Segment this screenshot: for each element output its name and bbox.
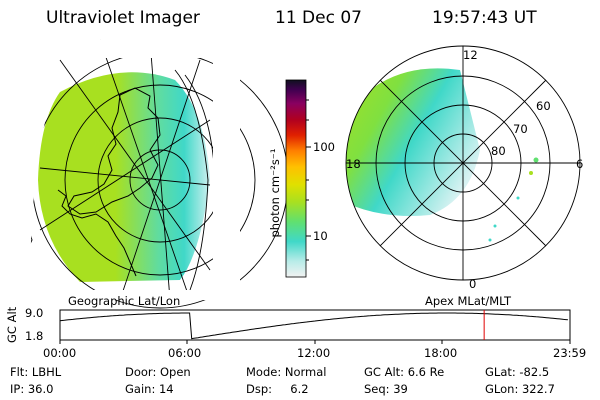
mlt-label-0: 0 bbox=[469, 277, 477, 291]
colorbar bbox=[285, 79, 311, 278]
info-ip: IP: 36.0 bbox=[10, 382, 54, 396]
info-gain: Gain: 14 bbox=[125, 382, 174, 396]
date-label: 11 Dec 07 bbox=[275, 8, 362, 28]
emission-region-left bbox=[38, 72, 210, 282]
colorbar-tick-10: 10 bbox=[313, 229, 328, 243]
x-tick-2359: 23:59 bbox=[553, 346, 587, 360]
info-mode: Mode: Normal bbox=[246, 365, 327, 379]
emission-region-right bbox=[346, 68, 480, 217]
mlat-mlt-grid bbox=[345, 45, 581, 281]
x-tick-1200: 12:00 bbox=[297, 346, 331, 360]
apex-image bbox=[345, 45, 581, 281]
altitude-plot bbox=[59, 309, 571, 344]
x-tick-0000: 00:00 bbox=[43, 346, 77, 360]
geographic-caption: Geographic Lat/Lon bbox=[68, 294, 181, 308]
altitude-ytick-bottom: 1.8 bbox=[25, 329, 44, 343]
peninsula-coastline bbox=[57, 189, 137, 277]
info-door: Door: Open bbox=[125, 365, 191, 379]
instrument-title: Ultraviolet Imager bbox=[46, 8, 200, 28]
info-glat: GLat: -82.5 bbox=[485, 365, 550, 379]
info-flt: Flt: LBHL bbox=[10, 365, 62, 379]
mlat-label-80: 80 bbox=[491, 144, 506, 158]
mlat-label-70: 70 bbox=[513, 122, 528, 136]
altitude-ylabel: GC Alt bbox=[5, 306, 19, 343]
colorbar-tick-100: 100 bbox=[313, 140, 335, 154]
x-tick-1800: 18:00 bbox=[424, 346, 458, 360]
time-label: 19:57:43 UT bbox=[432, 8, 537, 28]
mlat-label-60: 60 bbox=[536, 99, 551, 113]
altitude-trace bbox=[59, 312, 568, 340]
info-dsp: Dsp: 6.2 bbox=[246, 382, 309, 396]
mlt-label-12: 12 bbox=[463, 48, 478, 62]
mlt-label-6: 6 bbox=[576, 157, 584, 171]
x-tick-0600: 06:00 bbox=[168, 346, 202, 360]
x-ticks bbox=[59, 340, 571, 344]
info-gc-alt: GC Alt: 6.6 Re bbox=[364, 365, 445, 379]
info-glon: GLon: 322.7 bbox=[485, 382, 555, 396]
info-seq: Seq: 39 bbox=[364, 382, 408, 396]
altitude-ytick-top: 9.0 bbox=[25, 306, 44, 320]
colorbar-unit-label: photon cm⁻²s⁻¹ bbox=[268, 148, 282, 238]
apex-caption: Apex MLat/MLT bbox=[425, 294, 512, 308]
mlt-label-18: 18 bbox=[346, 157, 361, 171]
